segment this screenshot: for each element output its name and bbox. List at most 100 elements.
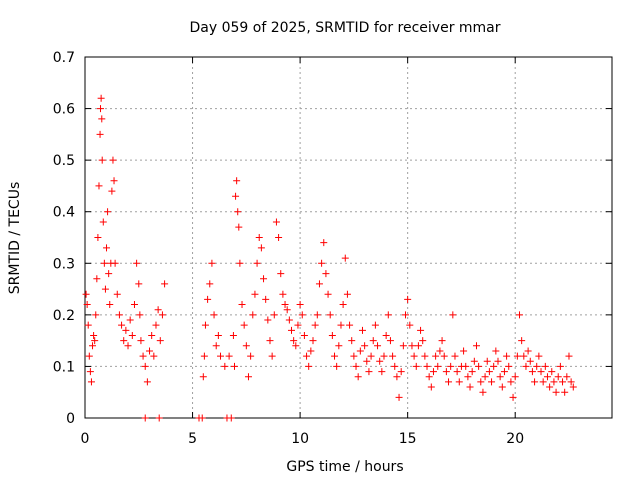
data-point xyxy=(516,311,524,319)
data-point xyxy=(350,352,358,360)
data-point xyxy=(561,388,569,396)
data-point xyxy=(524,347,532,355)
data-point xyxy=(161,280,169,288)
data-point xyxy=(543,373,551,381)
data-point xyxy=(354,373,362,381)
data-point xyxy=(335,342,343,350)
data-point xyxy=(128,331,136,339)
data-point xyxy=(292,342,300,350)
data-point xyxy=(449,311,457,319)
data-point xyxy=(339,301,347,309)
data-point xyxy=(199,373,207,381)
grid-layer xyxy=(85,57,612,418)
data-point xyxy=(374,342,382,350)
data-point xyxy=(384,311,392,319)
data-point xyxy=(204,295,212,303)
data-point xyxy=(367,352,375,360)
data-point xyxy=(483,357,491,365)
data-point xyxy=(554,373,562,381)
x-axis-label: GPS time / hours xyxy=(286,459,403,475)
ticks-layer: 0 5 10 15 20 0 0.1 0.2 0.3 0.4 0.5 0.6 0.7 xyxy=(53,50,612,447)
data-point xyxy=(262,295,270,303)
data-point xyxy=(111,259,119,267)
data-point xyxy=(552,388,560,396)
data-point xyxy=(137,337,145,345)
data-point xyxy=(101,285,109,293)
data-point xyxy=(85,352,93,360)
data-point xyxy=(464,373,472,381)
data-point xyxy=(234,208,242,216)
data-point xyxy=(550,378,558,386)
data-point xyxy=(434,362,442,370)
data-point xyxy=(287,326,295,334)
data-point xyxy=(227,414,235,422)
data-point xyxy=(421,352,429,360)
data-point xyxy=(326,311,334,319)
data-point xyxy=(462,362,470,370)
data-point xyxy=(141,362,149,370)
data-point xyxy=(281,301,289,309)
data-point xyxy=(333,362,341,370)
data-point xyxy=(90,331,98,339)
data-point xyxy=(414,342,422,350)
data-point xyxy=(115,311,123,319)
data-point xyxy=(556,362,564,370)
data-point xyxy=(238,301,246,309)
data-point xyxy=(236,259,244,267)
data-point xyxy=(565,352,573,360)
y-tick-label: 0.7 xyxy=(53,50,75,66)
data-point xyxy=(331,352,339,360)
data-point xyxy=(200,352,208,360)
data-point xyxy=(156,337,164,345)
data-point xyxy=(380,352,388,360)
data-point xyxy=(518,337,526,345)
data-point xyxy=(539,378,547,386)
data-point xyxy=(268,352,276,360)
data-point xyxy=(277,270,285,278)
data-point xyxy=(402,311,410,319)
data-point xyxy=(369,337,377,345)
data-point xyxy=(346,321,354,329)
data-point xyxy=(158,311,166,319)
data-point xyxy=(361,342,369,350)
data-point xyxy=(470,357,478,365)
data-point xyxy=(110,177,118,185)
data-point xyxy=(442,368,450,376)
data-point xyxy=(264,316,272,324)
data-point xyxy=(447,362,455,370)
y-tick-label: 0.5 xyxy=(53,153,75,169)
data-point xyxy=(488,378,496,386)
data-point xyxy=(233,177,241,185)
data-point xyxy=(348,337,356,345)
data-point xyxy=(141,414,149,422)
x-tick-label: 5 xyxy=(188,431,197,447)
data-point xyxy=(531,378,539,386)
data-point xyxy=(84,321,92,329)
data-point xyxy=(453,368,461,376)
x-tick-label: 10 xyxy=(291,431,309,447)
data-point xyxy=(391,362,399,370)
data-point xyxy=(83,301,91,309)
data-point xyxy=(94,234,102,241)
data-point xyxy=(105,270,113,278)
data-point xyxy=(382,331,390,339)
data-point xyxy=(89,342,97,350)
data-point xyxy=(247,352,255,360)
data-point xyxy=(500,368,508,376)
data-point xyxy=(559,378,567,386)
data-point xyxy=(376,357,384,365)
data-point xyxy=(393,373,401,381)
data-point xyxy=(440,352,448,360)
data-point xyxy=(98,156,106,164)
data-point xyxy=(479,388,487,396)
data-point xyxy=(341,254,349,262)
data-point xyxy=(249,311,257,319)
data-point xyxy=(472,342,480,350)
data-point xyxy=(492,347,500,355)
data-point xyxy=(318,259,326,267)
data-point xyxy=(503,352,511,360)
data-point xyxy=(328,331,336,339)
data-point xyxy=(389,352,397,360)
data-point xyxy=(221,362,229,370)
data-point xyxy=(567,378,575,386)
